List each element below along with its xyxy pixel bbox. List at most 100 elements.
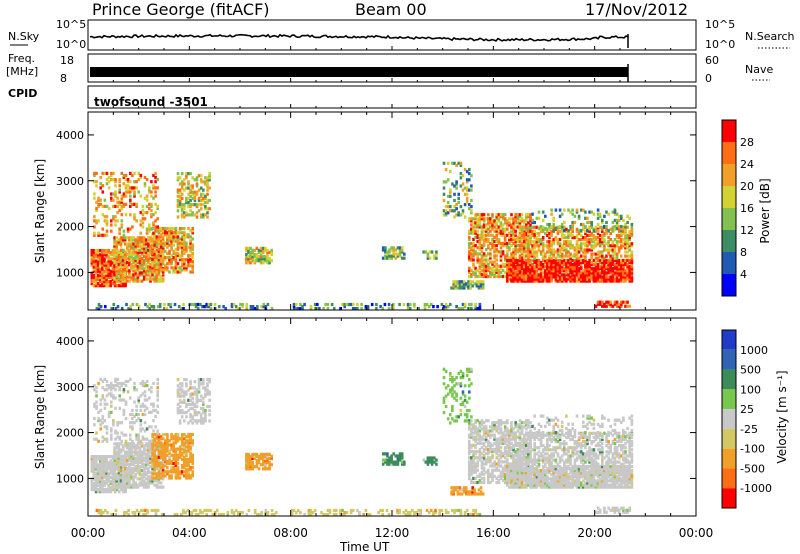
power-cell <box>178 176 182 180</box>
power-cell <box>183 227 186 231</box>
power-cell <box>609 231 612 236</box>
velocity-cell <box>178 400 182 404</box>
power-cell <box>529 237 532 241</box>
power-cell <box>522 263 526 267</box>
velocity-cell <box>164 457 167 461</box>
power-cell <box>386 254 389 258</box>
power-cell <box>499 270 503 274</box>
power-cell <box>189 172 192 176</box>
power-cell <box>577 261 581 265</box>
power-cell <box>535 263 539 267</box>
power-cell <box>187 264 190 268</box>
velocity-cell <box>178 421 182 425</box>
power-cell <box>103 233 107 237</box>
power-cell <box>590 244 593 248</box>
power-cell <box>132 250 135 254</box>
velocity-cell <box>174 435 178 439</box>
velocity-cell <box>129 396 132 400</box>
power-cell <box>609 300 612 304</box>
velocity-cell <box>154 414 157 419</box>
power-cell <box>622 229 625 233</box>
power-cell <box>560 258 564 263</box>
power-cell <box>145 271 148 275</box>
velocity-cell <box>161 472 165 476</box>
power-cell <box>463 305 467 309</box>
power-cell <box>444 213 448 217</box>
power-cell <box>596 212 600 216</box>
power-cell <box>582 238 585 242</box>
power-cell <box>145 240 148 244</box>
velocity-cell <box>202 406 205 411</box>
power-cell <box>153 251 156 255</box>
velocity-cell <box>145 477 148 481</box>
velocity-cell <box>178 455 182 459</box>
power-cell <box>537 277 541 281</box>
power-cell <box>180 258 184 262</box>
power-cell <box>548 248 551 252</box>
power-cell <box>107 259 110 263</box>
power-cell <box>191 260 194 264</box>
velocity-cell <box>185 439 188 443</box>
power-cell <box>626 233 629 238</box>
power-cell <box>110 171 113 175</box>
power-cell <box>455 182 458 186</box>
power-cell <box>187 235 190 239</box>
power-cell <box>603 240 606 244</box>
velocity-cell <box>126 469 129 473</box>
power-cell <box>487 268 490 272</box>
power-cell <box>185 266 188 270</box>
velocity-cell <box>135 408 138 412</box>
power-cell <box>384 254 387 258</box>
velocity-cell <box>99 511 103 515</box>
power-cell <box>140 244 144 248</box>
velocity-cell <box>99 465 102 469</box>
power-cell <box>617 271 621 275</box>
power-cell <box>503 270 507 274</box>
power-cell <box>180 180 184 184</box>
velocity-cell <box>132 475 135 479</box>
power-cell <box>99 267 102 271</box>
power-cell <box>97 198 100 202</box>
velocity-cell <box>99 473 102 477</box>
velocity-cell <box>111 477 115 481</box>
power-cell <box>624 263 627 267</box>
power-cell <box>470 217 473 221</box>
power-cell <box>159 239 163 243</box>
velocity-cell <box>134 458 137 462</box>
power-cell <box>449 302 452 307</box>
power-cell <box>552 258 555 263</box>
power-cell <box>90 261 94 265</box>
power-cell <box>130 277 133 281</box>
power-cell <box>527 221 530 225</box>
power-cell <box>512 273 515 277</box>
power-cell <box>539 261 543 265</box>
power-cell <box>96 249 100 253</box>
velocity-cell <box>113 467 116 471</box>
velocity-cell <box>101 477 104 481</box>
power-cell <box>489 266 492 270</box>
power-cell <box>176 205 180 209</box>
velocity-cell <box>105 402 109 406</box>
velocity-cell <box>142 471 146 475</box>
velocity-cell <box>174 474 178 478</box>
power-cell <box>189 270 192 274</box>
velocity-cell <box>153 461 156 466</box>
velocity-cell <box>204 409 207 413</box>
power-cell <box>101 261 104 265</box>
power-cell <box>514 248 517 252</box>
velocity-cell <box>134 464 137 469</box>
power-cell <box>594 263 598 267</box>
velocity-cell <box>161 453 165 457</box>
power-cell <box>529 215 532 219</box>
power-cell <box>251 257 254 261</box>
power-cell <box>573 220 577 225</box>
power-cell <box>461 182 465 186</box>
power-cell <box>613 273 617 277</box>
velocity-cell <box>208 413 211 417</box>
power-cell <box>201 305 204 309</box>
power-cell <box>508 256 511 260</box>
velocity-cell <box>176 461 180 466</box>
power-cell <box>187 196 190 200</box>
power-cell <box>472 248 475 252</box>
power-cell <box>529 261 532 265</box>
